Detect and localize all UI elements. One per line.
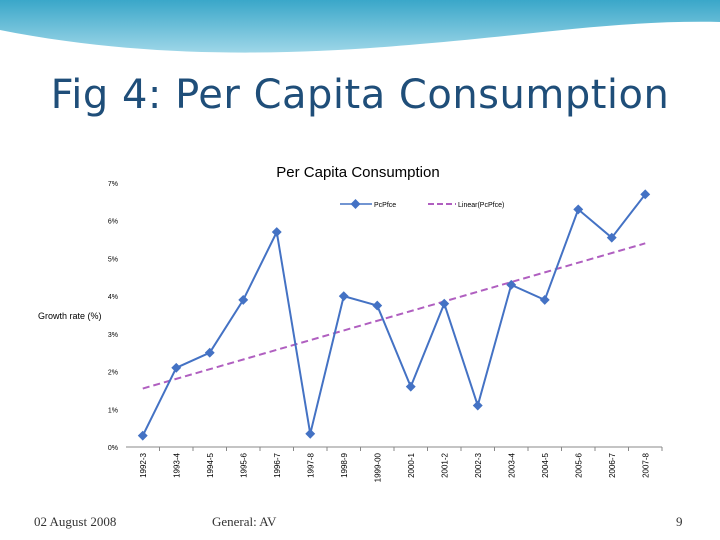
series-pcpfce (137, 189, 651, 441)
y-tick-label: 1% (108, 407, 118, 414)
trendline-path (142, 242, 646, 390)
y-tick-label: 7% (108, 181, 118, 188)
data-point (506, 279, 517, 290)
y-tick-label: 3% (108, 332, 118, 339)
x-tick-label: 1999-00 (373, 452, 382, 482)
data-point (305, 428, 316, 439)
x-tick-label: 2005-6 (574, 452, 583, 477)
y-tick-label: 0% (108, 445, 118, 452)
y-tick-label: 4% (108, 294, 118, 301)
data-point (171, 362, 182, 373)
legend-series-label: PcPfce (374, 202, 396, 209)
legend: PcPfce Linear(PcPfce) (340, 199, 504, 209)
y-axis-label: Growth rate (%) (38, 311, 102, 321)
slide-title: Fig 4: Per Capita Consumption (50, 72, 670, 118)
y-tick-label: 6% (108, 219, 118, 226)
x-tick-label: 1996-7 (273, 452, 282, 477)
legend-trend-label: Linear(PcPfce) (458, 202, 504, 209)
x-tick-label: 1998-9 (340, 452, 349, 477)
x-tick-label: 2001-2 (440, 452, 449, 477)
data-point (405, 381, 416, 392)
data-point (640, 189, 651, 200)
x-tick-label: 2004-5 (541, 452, 550, 477)
header-decoration (0, 0, 720, 70)
chart-title: Per Capita Consumption (276, 164, 439, 181)
x-tick-label: 1997-8 (306, 452, 315, 477)
page-number: 9 (676, 514, 683, 529)
data-point (271, 227, 282, 237)
data-point (539, 294, 550, 305)
x-tick-label: 2000-1 (407, 452, 416, 477)
x-tick-label: 1992-3 (139, 452, 148, 477)
data-point (204, 347, 215, 358)
data-point (439, 298, 450, 309)
y-tick-label: 5% (108, 256, 118, 263)
x-tick-label: 2006-7 (608, 452, 617, 477)
data-point (372, 300, 383, 311)
x-ticks: 1992-3 1993-4 1994-5 1995-6 1996-7 1997-8 1998… (139, 447, 663, 482)
data-point (238, 294, 249, 305)
trendline (142, 242, 646, 390)
x-tick-label: 1993-4 (172, 452, 181, 477)
y-ticks: 0% 1% 2% 3% 4% 5% 6% 7% (108, 181, 118, 452)
data-point (573, 204, 584, 215)
y-tick-label: 2% (108, 370, 118, 377)
data-point (606, 232, 617, 243)
x-tick-label: 2002-3 (474, 452, 483, 477)
footer-center: General: AV (212, 514, 277, 529)
legend-series-marker (350, 199, 361, 209)
series-line (141, 193, 647, 437)
x-tick-label: 2003-4 (507, 452, 516, 477)
data-point (338, 291, 349, 302)
x-tick-label: 2007-8 (641, 452, 650, 477)
x-tick-label: 1995-6 (239, 452, 248, 477)
data-point (472, 400, 483, 411)
data-point (137, 430, 148, 441)
footer-date: 02 August 2008 (34, 514, 117, 529)
x-tick-label: 1994-5 (206, 452, 215, 477)
